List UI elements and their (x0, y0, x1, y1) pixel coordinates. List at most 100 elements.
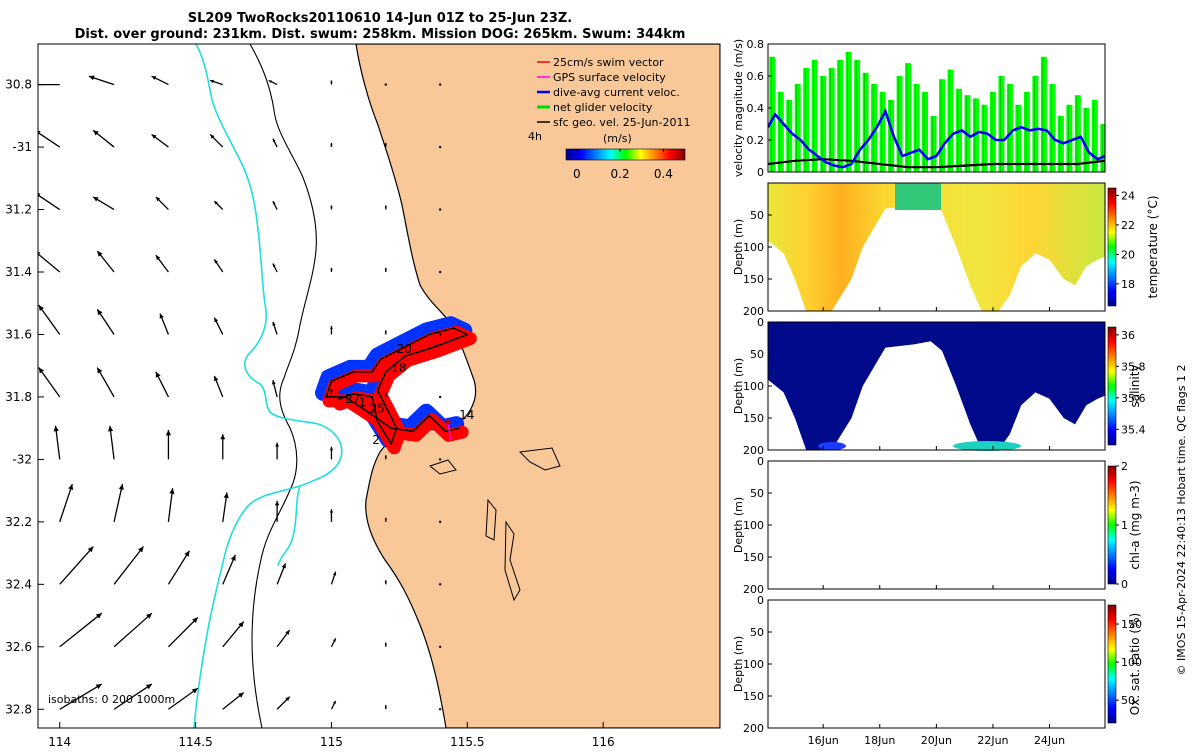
velocity-arrow-head (38, 193, 41, 198)
velocity-arrow (222, 492, 229, 522)
y-tick-label: 32.2 (5, 515, 32, 529)
velocity-arrow (96, 250, 115, 273)
velocity-arrow-head (238, 621, 244, 628)
bar (1100, 124, 1105, 172)
velocity-arrow-shaft (59, 483, 73, 523)
velocity-arrow-shaft (167, 616, 199, 648)
glider-track (315, 316, 477, 455)
swim-vector-track (322, 325, 477, 455)
velocity-arrow-head (151, 134, 157, 139)
velocity-arrow-head (285, 696, 290, 701)
y-tick-label: 0.8 (747, 38, 765, 51)
velocity-arrow-head (88, 75, 95, 81)
glider-path (325, 327, 469, 445)
speed-colorbar (565, 148, 686, 161)
velocity-arrow (38, 83, 60, 86)
x-tick-label: 18Jun (864, 734, 895, 747)
y-tick-label: 0.4 (747, 102, 765, 115)
chla-colorbar-label: chl-a (mg m-3) (1128, 480, 1142, 569)
velocity-arrow (155, 196, 169, 210)
oxygen-axes: 0 50 100 150 200 16Jun 18Jun 20Jun 22Jun 24Jun (743, 594, 1065, 747)
bar (1091, 100, 1098, 172)
legend-label: GPS surface velocity (553, 71, 666, 84)
isobaths-label: isobaths: 0 200 1000m (48, 693, 175, 706)
velocity-arrow-shaft (38, 367, 61, 398)
bar (871, 84, 878, 172)
legend-label: sfc geo. vel. 25-Jun-2011 (553, 116, 690, 129)
velocity-arrow-head (169, 488, 175, 494)
chla-axes: 0 50 100 150 200 (743, 455, 1051, 596)
velocity-arrow-head (238, 692, 244, 698)
y-tick-label: 31.4 (5, 265, 32, 279)
y-tick-label: 32.4 (5, 577, 32, 591)
oxygen-ylabel: Depth (m) (732, 636, 745, 692)
day-label: 27 (345, 392, 360, 406)
velocity-arrow (167, 550, 190, 585)
colorbar-tick-label: 0.2 (611, 167, 630, 181)
velocity-arrow-dot (438, 520, 442, 524)
velocity-arrow (275, 442, 280, 460)
velocity-arrow-head (223, 492, 229, 499)
day-label: 1 (359, 395, 367, 409)
colorbar-tick-label: 36 (1121, 329, 1135, 342)
colorbar-tick-label: 0 (573, 167, 581, 181)
velocity-arrow (330, 388, 333, 397)
velocity-arrow-head (272, 201, 276, 205)
velocity-arrow (209, 79, 223, 86)
salinity-colorbar (1107, 326, 1117, 446)
y-tick-label: 50 (750, 487, 764, 500)
velocity-arrow (38, 193, 61, 211)
scale-label: 4h (528, 130, 542, 143)
velocity-arrow (159, 313, 170, 335)
velocity-arrow-shaft (54, 425, 61, 460)
isobath-200m (249, 44, 317, 728)
bar (837, 60, 844, 172)
velocity-arrow-head (271, 380, 276, 385)
velocity-arrow (276, 696, 291, 710)
colorbar-tick-label: 35.8 (1121, 360, 1146, 373)
velocity-arrow-head (118, 484, 124, 490)
day-label: 20 (397, 342, 412, 356)
bar (777, 92, 784, 172)
velocity-arrow-head (155, 255, 161, 261)
velocity-arrow-head (138, 546, 144, 553)
velocity-arrow-head (333, 638, 336, 642)
bar (1006, 84, 1013, 172)
isobath-1000m (193, 44, 343, 728)
velocity-arrow-head (165, 429, 172, 436)
gps-point (445, 419, 451, 425)
velocity-arrow (330, 700, 337, 710)
day-labels: 20 18 27 25 14 2 1 (345, 342, 474, 447)
gps-surface-velocity (447, 421, 452, 441)
y-tick-label: 200 (743, 444, 764, 457)
velocity-arrow (151, 133, 169, 148)
velocity-arrow-dot (438, 708, 442, 711)
velocity-arrow-head (210, 79, 215, 84)
velocity-arrow (96, 308, 115, 335)
title-line-1: SL209 TwoRocks20110610 14-Jun 01Z to 25-… (188, 11, 573, 26)
bar (879, 92, 886, 172)
y-tick-label: 150 (743, 273, 764, 286)
chla-colorbar (1107, 465, 1117, 585)
velocity-arrow (113, 612, 153, 648)
velocity-arrow-shaft (38, 253, 61, 273)
velocity-panel: 0 0.2 0.4 0.6 0.8 velocity magnitude (m/s) (732, 38, 1106, 179)
velocity-arrow-head (155, 371, 161, 378)
x-tick-label: 115.5 (450, 735, 484, 749)
velocity-arrow-shaft (167, 488, 174, 522)
y-tick-label: 0 (757, 594, 764, 607)
y-tick-label: 150 (743, 551, 764, 564)
oxygen-colorbar (1107, 604, 1117, 724)
velocity-arrow (438, 208, 442, 211)
colorbar-tick-label: 1 (1121, 519, 1128, 532)
y-tick-label: 200 (743, 583, 764, 596)
bar (896, 76, 903, 172)
velocity-arrow (329, 446, 334, 460)
velocity-arrow-head (330, 267, 333, 271)
legend-label: dive-avg current veloc. (553, 86, 680, 99)
bar (939, 79, 946, 172)
y-tick-label: 50 (750, 626, 764, 639)
velocity-arrow-head (68, 484, 74, 491)
velocity-arrow-head (151, 76, 157, 80)
bar (947, 69, 954, 172)
